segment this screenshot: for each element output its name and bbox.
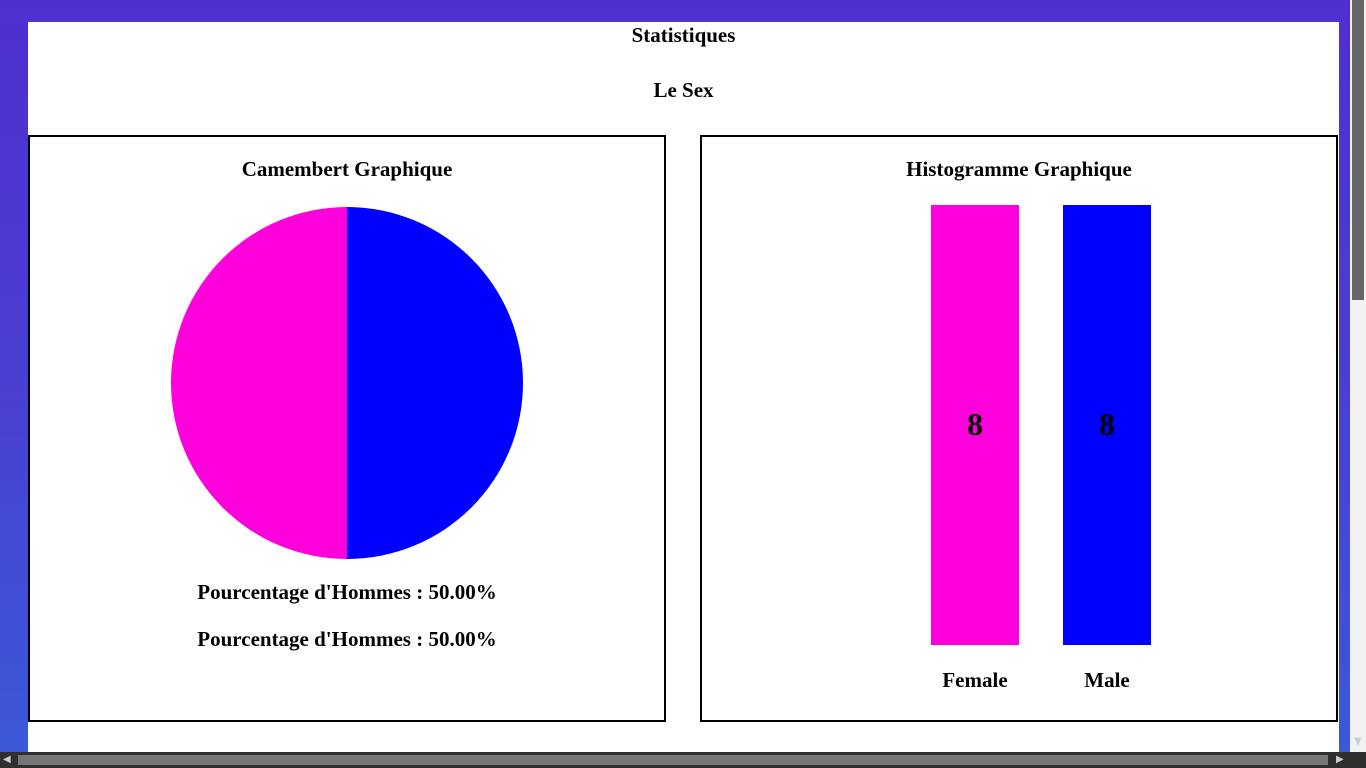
page-subtitle: Le Sex [653, 78, 714, 102]
pie-slice-male [347, 207, 523, 559]
pie-chart-title: Camembert Graphique [241, 157, 453, 181]
bar-value-label-male: 8 [1099, 406, 1115, 442]
scroll-down-arrow-icon[interactable]: ▼ [1354, 736, 1362, 747]
scroll-left-arrow-icon[interactable]: ◀ [3, 754, 11, 765]
pie-chart [171, 207, 523, 559]
statistics-page: Statistiques Le Sex Camembert Graphique … [28, 22, 1339, 752]
bar-female [931, 205, 1019, 645]
bar-value-label-female: 8 [967, 406, 983, 442]
bar-chart-title: Histogramme Graphique [906, 157, 1132, 181]
vertical-scrollbar-thumb[interactable] [1352, 0, 1364, 300]
percentage-line-2: Pourcentage d'Hommes : 50.00% [197, 627, 497, 651]
horizontal-scrollbar-thumb[interactable] [18, 755, 1328, 765]
vertical-scrollbar[interactable]: ▼ [1350, 0, 1366, 752]
bar-chart: 8 Female 8 Male [931, 205, 1151, 692]
pie-chart-panel: Camembert Graphique Pourcentage d'Hommes… [28, 135, 666, 722]
pie-slice-female [171, 207, 347, 559]
page-title: Statistiques [631, 23, 736, 47]
scroll-right-arrow-icon[interactable]: ▶ [1336, 754, 1344, 765]
percentage-line-1: Pourcentage d'Hommes : 50.00% [197, 580, 497, 604]
horizontal-scrollbar[interactable]: ◀ ▶ [0, 752, 1366, 768]
bar-chart-panel: Histogramme Graphique 8 Female 8 Male [700, 135, 1338, 722]
bar-male [1063, 205, 1151, 645]
bar-category-label-male: Male [1084, 668, 1129, 692]
bar-category-label-female: Female [942, 668, 1007, 692]
